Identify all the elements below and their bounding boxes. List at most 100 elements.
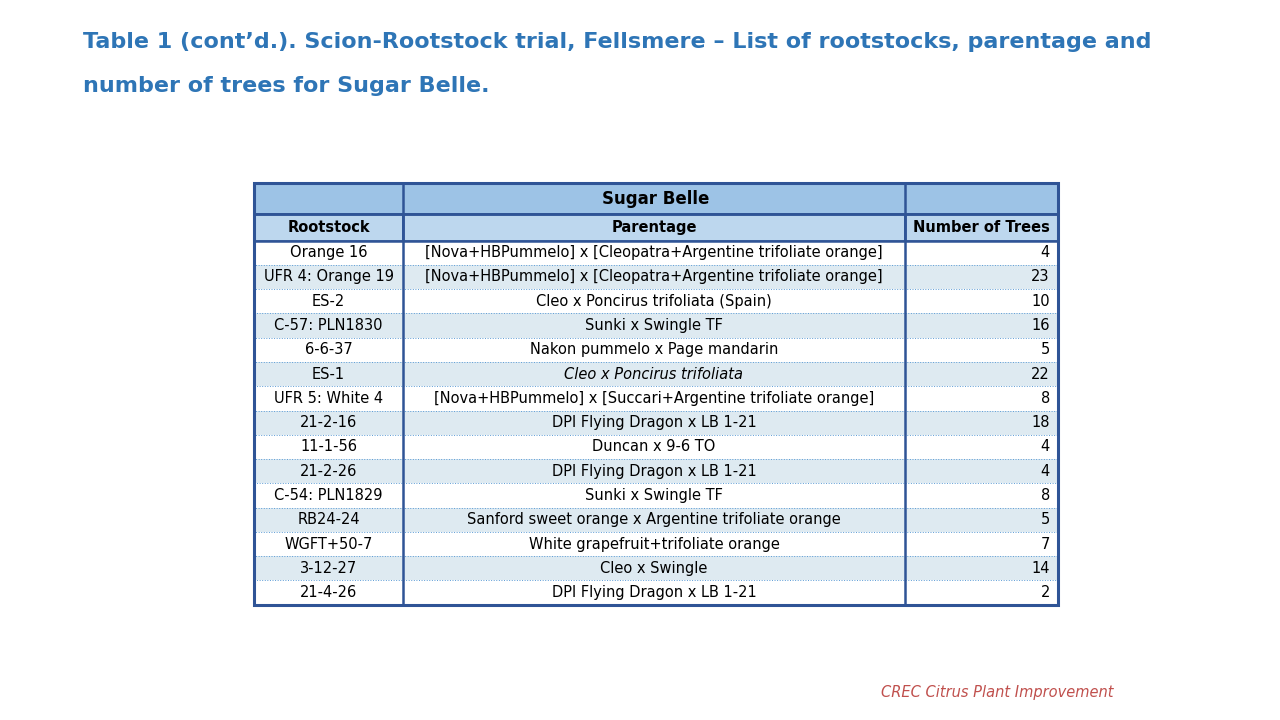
Bar	[255, 386, 403, 410]
Bar	[255, 313, 1057, 338]
Bar	[905, 362, 1057, 386]
Bar	[255, 435, 1057, 459]
Text: 4: 4	[1041, 464, 1050, 479]
Bar	[905, 410, 1057, 435]
Bar	[255, 508, 1057, 532]
Text: Cleo x Poncirus trifoliata: Cleo x Poncirus trifoliata	[564, 366, 744, 382]
Text: 4: 4	[1041, 439, 1050, 454]
Bar	[255, 386, 1057, 410]
Text: 14: 14	[1032, 561, 1050, 576]
Text: 10: 10	[1032, 294, 1050, 309]
Text: Duncan x 9-6 TO: Duncan x 9-6 TO	[593, 439, 716, 454]
Text: 18: 18	[1032, 415, 1050, 430]
Text: 5: 5	[1041, 342, 1050, 357]
Bar	[403, 386, 905, 410]
Text: Number of Trees: Number of Trees	[913, 220, 1050, 235]
Bar	[905, 338, 1057, 362]
Bar	[905, 483, 1057, 508]
Bar	[255, 435, 403, 459]
Text: DPI Flying Dragon x LB 1-21: DPI Flying Dragon x LB 1-21	[552, 585, 756, 600]
Text: Sunki x Swingle TF: Sunki x Swingle TF	[585, 488, 723, 503]
Bar	[403, 508, 905, 532]
Bar	[255, 184, 1057, 214]
Text: DPI Flying Dragon x LB 1-21: DPI Flying Dragon x LB 1-21	[552, 415, 756, 430]
Bar	[255, 362, 1057, 386]
Text: UFR 4: Orange 19: UFR 4: Orange 19	[264, 269, 393, 284]
Text: Sugar Belle: Sugar Belle	[603, 189, 709, 207]
Bar	[905, 556, 1057, 580]
Bar	[905, 386, 1057, 410]
Text: [Nova+HBPummelo] x [Succari+Argentine trifoliate orange]: [Nova+HBPummelo] x [Succari+Argentine tr…	[434, 391, 874, 406]
Bar	[255, 313, 403, 338]
Bar	[255, 289, 1057, 313]
Text: 7: 7	[1041, 536, 1050, 552]
Bar	[403, 240, 905, 265]
Bar	[255, 532, 1057, 556]
Text: 16: 16	[1032, 318, 1050, 333]
Text: 2: 2	[1041, 585, 1050, 600]
Text: ES-1: ES-1	[312, 366, 346, 382]
Text: 21-2-16: 21-2-16	[300, 415, 357, 430]
Text: 8: 8	[1041, 391, 1050, 406]
Bar	[905, 265, 1057, 289]
Bar	[403, 410, 905, 435]
Text: WGFT+50-7: WGFT+50-7	[284, 536, 372, 552]
Bar	[905, 580, 1057, 605]
Bar	[403, 265, 905, 289]
Text: Nakon pummelo x Page mandarin: Nakon pummelo x Page mandarin	[530, 342, 778, 357]
Bar	[255, 240, 403, 265]
Bar	[255, 289, 403, 313]
Bar	[255, 580, 403, 605]
Text: 4: 4	[1041, 246, 1050, 260]
Bar	[403, 435, 905, 459]
Bar	[255, 483, 1057, 508]
Text: 21-2-26: 21-2-26	[300, 464, 357, 479]
Bar	[255, 265, 403, 289]
Bar	[255, 362, 403, 386]
Text: Rootstock: Rootstock	[287, 220, 370, 235]
Bar	[403, 362, 905, 386]
Text: 23: 23	[1032, 269, 1050, 284]
Bar	[255, 410, 1057, 435]
Text: Sunki x Swingle TF: Sunki x Swingle TF	[585, 318, 723, 333]
Bar	[255, 556, 403, 580]
Text: 5: 5	[1041, 512, 1050, 527]
Text: [Nova+HBPummelo] x [Cleopatra+Argentine trifoliate orange]: [Nova+HBPummelo] x [Cleopatra+Argentine …	[425, 269, 883, 284]
Text: DPI Flying Dragon x LB 1-21: DPI Flying Dragon x LB 1-21	[552, 464, 756, 479]
Bar	[255, 459, 1057, 483]
Text: C-57: PLN1830: C-57: PLN1830	[274, 318, 383, 333]
Text: Table 1 (cont’d.). Scion-Rootstock trial, Fellsmere – List of rootstocks, parent: Table 1 (cont’d.). Scion-Rootstock trial…	[83, 32, 1152, 53]
Bar	[905, 532, 1057, 556]
Bar	[403, 313, 905, 338]
Bar	[905, 508, 1057, 532]
Text: [Nova+HBPummelo] x [Cleopatra+Argentine trifoliate orange]: [Nova+HBPummelo] x [Cleopatra+Argentine …	[425, 246, 883, 260]
Text: ES-2: ES-2	[312, 294, 346, 309]
Text: CREC Citrus Plant Improvement: CREC Citrus Plant Improvement	[881, 685, 1114, 700]
Bar	[905, 459, 1057, 483]
Bar	[255, 508, 403, 532]
Bar	[255, 532, 403, 556]
Bar	[905, 289, 1057, 313]
Text: C-54: PLN1829: C-54: PLN1829	[274, 488, 383, 503]
Bar	[905, 435, 1057, 459]
Bar	[255, 240, 1057, 265]
Bar	[403, 338, 905, 362]
Text: White grapefruit+trifoliate orange: White grapefruit+trifoliate orange	[529, 536, 780, 552]
Bar	[255, 556, 1057, 580]
Text: Parentage: Parentage	[612, 220, 696, 235]
Text: Cleo x Poncirus trifoliata (Spain): Cleo x Poncirus trifoliata (Spain)	[536, 294, 772, 309]
Bar	[255, 459, 403, 483]
Text: 21-4-26: 21-4-26	[300, 585, 357, 600]
Text: 3-12-27: 3-12-27	[300, 561, 357, 576]
Text: 11-1-56: 11-1-56	[300, 439, 357, 454]
Bar	[403, 556, 905, 580]
Bar	[403, 580, 905, 605]
Bar	[255, 338, 403, 362]
Bar	[403, 289, 905, 313]
Bar	[255, 580, 1057, 605]
Bar	[255, 214, 403, 240]
Text: 6-6-37: 6-6-37	[305, 342, 352, 357]
Bar	[403, 483, 905, 508]
Text: Orange 16: Orange 16	[289, 246, 367, 260]
Bar	[403, 214, 905, 240]
